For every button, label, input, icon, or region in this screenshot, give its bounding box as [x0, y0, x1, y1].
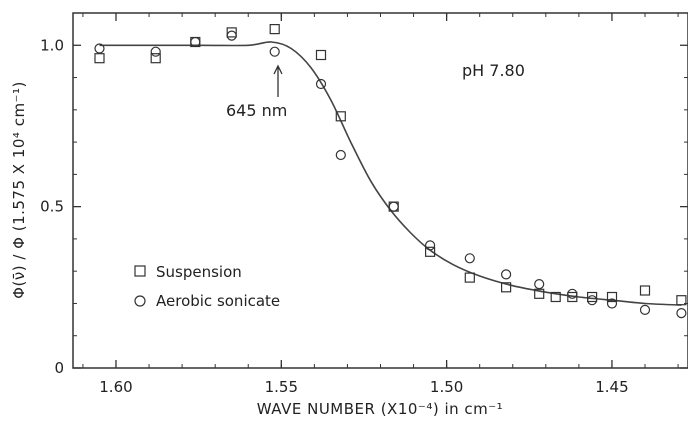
- point-aerobic-sonicate: [425, 240, 436, 251]
- point-suspension: [567, 291, 578, 303]
- point-suspension: [464, 272, 475, 283]
- fit-curve: [99, 41, 682, 306]
- point-aerobic-sonicate: [586, 295, 598, 306]
- plot-frame: [72, 12, 688, 369]
- point-aerobic-sonicate: [639, 304, 651, 315]
- point-suspension: [94, 53, 105, 64]
- x-tick-label: 1.60: [99, 378, 132, 396]
- point-suspension: [150, 53, 161, 64]
- legend-marker-square-icon: [134, 265, 146, 277]
- point-suspension: [550, 291, 561, 303]
- x-tick-label: 1.55: [265, 378, 298, 396]
- point-aerobic-sonicate: [388, 201, 399, 212]
- legend-marker-circle-icon: [134, 295, 146, 307]
- point-suspension: [425, 246, 436, 257]
- ticks: 1.60 1.55 1.50 1.45 0 0.5 1.0: [40, 13, 688, 396]
- arrow-annotation: [273, 64, 283, 97]
- point-suspension: [606, 291, 618, 303]
- legend-label-aerobic-sonicate: Aerobic sonicate: [156, 292, 280, 310]
- point-suspension: [639, 285, 651, 296]
- point-suspension: [315, 49, 327, 61]
- x-axis-label: WAVE NUMBER (X10⁻⁴) in cm⁻¹: [257, 400, 503, 418]
- point-aerobic-sonicate: [676, 308, 687, 319]
- point-suspension: [676, 295, 687, 306]
- point-suspension: [335, 111, 346, 122]
- point-suspension: [226, 27, 237, 38]
- point-aerobic-sonicate: [226, 30, 237, 41]
- point-aerobic-sonicate: [464, 253, 475, 264]
- point-suspension: [269, 24, 280, 35]
- y-axis-label: Φ(ν̄) / Φ (1.575 X 10⁴ cm⁻¹): [10, 81, 28, 299]
- x-tick-label: 1.50: [430, 378, 463, 396]
- point-aerobic-sonicate: [190, 36, 201, 48]
- point-aerobic-sonicate: [150, 46, 161, 57]
- x-tick-label: 1.45: [595, 378, 628, 396]
- y-tick-label: 1.0: [40, 36, 64, 54]
- legend-label-suspension: Suspension: [156, 263, 242, 281]
- point-aerobic-sonicate: [534, 279, 545, 290]
- ph-annotation: pH 7.80: [462, 61, 525, 80]
- arrow-annotation-label: 645 nm: [226, 101, 287, 120]
- point-aerobic-sonicate: [606, 298, 618, 309]
- point-aerobic-sonicate: [501, 269, 512, 280]
- point-aerobic-sonicate: [315, 78, 327, 90]
- y-tick-label: 0: [54, 359, 64, 377]
- point-aerobic-sonicate: [567, 288, 578, 299]
- legend: Suspension Aerobic sonicate: [134, 263, 280, 310]
- y-tick-label: 0.5: [40, 198, 64, 216]
- point-aerobic-sonicate: [269, 46, 280, 57]
- point-aerobic-sonicate: [335, 149, 346, 161]
- point-suspension: [501, 282, 512, 293]
- data-points: [94, 24, 687, 319]
- point-suspension: [586, 291, 598, 303]
- point-aerobic-sonicate: [94, 43, 105, 54]
- point-suspension: [534, 288, 545, 299]
